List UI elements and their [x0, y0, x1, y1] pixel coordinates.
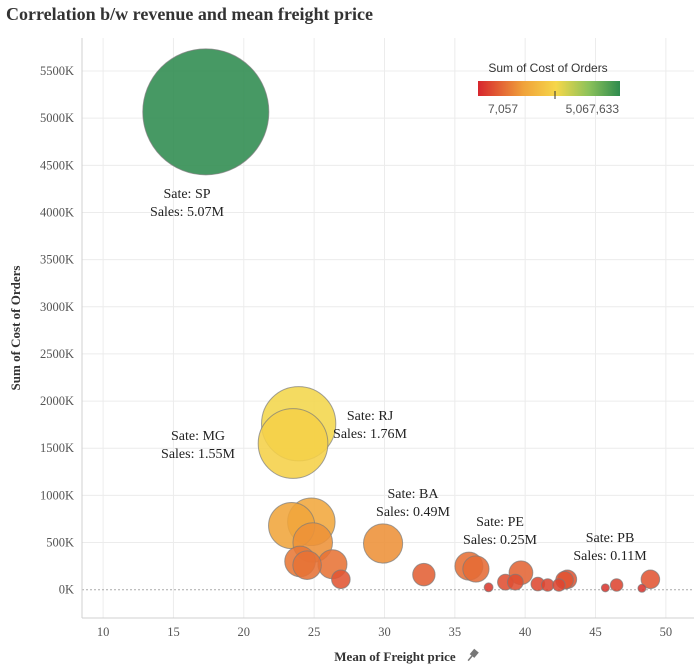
- pin-needle: [467, 655, 473, 662]
- bubble-annotation: Sate: PE Sales: 0.25M: [463, 515, 537, 548]
- y-tick-label: 2500K: [40, 347, 74, 361]
- bubble-point: [640, 569, 661, 590]
- annotation-state: Sate: RJ: [347, 409, 394, 424]
- x-tick-label: 50: [660, 625, 673, 639]
- x-tick-label: 15: [167, 625, 180, 639]
- bubble-annotation: Sate: MG Sales: 1.55M: [161, 429, 235, 462]
- color-legend: Sum of Cost of Orders 7,057 5,067,633: [478, 61, 620, 116]
- x-tick-label: 30: [378, 625, 391, 639]
- bubble-annotation: Sate: SP Sales: 5.07M: [150, 187, 224, 220]
- bubble-annotation: Sate: RJ Sales: 1.76M: [333, 409, 407, 442]
- y-tick-label: 3500K: [40, 253, 74, 267]
- y-tick-label: 5500K: [40, 64, 74, 78]
- annotation-state: Sate: PE: [476, 515, 524, 530]
- y-tick-label: 0K: [59, 583, 74, 597]
- bubbles: [142, 48, 661, 593]
- x-tick-label: 25: [308, 625, 321, 639]
- bubble-point: [331, 569, 351, 590]
- bubble-point: [552, 578, 566, 592]
- annotation-sales: Sales: 0.25M: [463, 533, 537, 548]
- bubble-annotation: Sate: PB Sales: 0.11M: [573, 531, 647, 564]
- y-tick-label: 3000K: [40, 300, 74, 314]
- legend-max-label: 5,067,633: [566, 102, 620, 116]
- annotation-sales: Sales: 0.49M: [376, 505, 450, 520]
- x-tick-label: 20: [238, 625, 251, 639]
- annotation-sales: Sales: 0.11M: [573, 549, 647, 564]
- legend-min-label: 7,057: [488, 102, 518, 116]
- legend-title: Sum of Cost of Orders: [488, 61, 607, 75]
- bubble-point: [462, 555, 490, 583]
- y-tick-label: 4000K: [40, 205, 74, 219]
- y-tick-label: 1000K: [40, 488, 74, 502]
- bubble-point: [483, 582, 494, 593]
- annotation-state: Sate: BA: [388, 487, 440, 502]
- bubble-point: [292, 550, 322, 580]
- y-tick-label: 5000K: [40, 111, 74, 125]
- bubble-point: [412, 562, 436, 587]
- y-tick-label: 2000K: [40, 394, 74, 408]
- x-tick-label: 35: [449, 625, 462, 639]
- x-tick-label: 45: [589, 625, 602, 639]
- bubble-point: [142, 48, 270, 176]
- annotation-state: Sate: SP: [163, 187, 210, 202]
- bubble-annotation: Sate: BA Sales: 0.49M: [376, 487, 450, 520]
- x-tick-label: 40: [519, 625, 532, 639]
- y-tick-label: 500K: [46, 536, 74, 550]
- annotation-state: Sate: PB: [586, 531, 635, 546]
- y-axis-title: Sum of Cost of Orders: [8, 266, 23, 391]
- bubble-point: [506, 573, 524, 591]
- annotation-sales: Sales: 5.07M: [150, 205, 224, 220]
- bubble-point: [362, 523, 404, 564]
- bubble-point: [637, 583, 647, 593]
- bubble-point: [609, 578, 624, 592]
- legend-color-bar: [478, 81, 620, 96]
- x-tick-label: 10: [97, 625, 110, 639]
- annotation-sales: Sales: 1.55M: [161, 447, 235, 462]
- x-axis-title: Mean of Freight price: [334, 649, 456, 664]
- bubble-point: [600, 583, 610, 593]
- chart-title: Correlation b/w revenue and mean freight…: [6, 4, 373, 24]
- pin-head: [469, 648, 479, 658]
- bubble-point: [257, 408, 329, 479]
- pin-icon: [467, 648, 479, 662]
- bubble-point: [540, 578, 555, 592]
- annotation-state: Sate: MG: [171, 429, 225, 444]
- y-tick-label: 1500K: [40, 441, 74, 455]
- y-tick-label: 4500K: [40, 158, 74, 172]
- annotation-sales: Sales: 1.76M: [333, 427, 407, 442]
